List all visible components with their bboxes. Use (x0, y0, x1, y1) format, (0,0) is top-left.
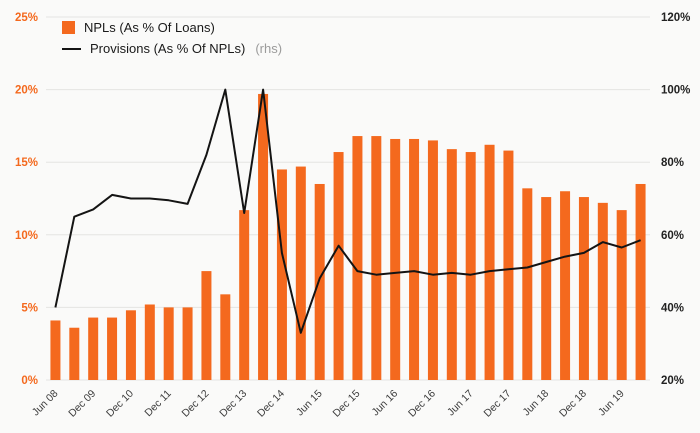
left-axis-tick: 20% (15, 85, 38, 97)
x-axis-tick: Dec 15 (331, 388, 363, 420)
x-axis-tick: Dec 11 (142, 388, 174, 420)
x-axis-tick: Dec 12 (180, 388, 212, 420)
npl-bar (352, 136, 363, 380)
bar-swatch-icon (62, 21, 75, 34)
npl-bar (522, 188, 533, 380)
right-axis-tick: 80% (661, 157, 684, 169)
legend-label-npls: NPLs (As % Of Loans) (84, 20, 215, 35)
right-axis-tick: 60% (661, 230, 684, 242)
npl-bar (201, 271, 212, 380)
npl-bar (560, 191, 571, 380)
right-axis-tick: 120% (661, 12, 690, 24)
npl-bar (503, 150, 514, 380)
npl-bar (50, 320, 61, 380)
npl-bar (371, 136, 382, 380)
npl-bar (541, 197, 552, 380)
npl-bar (276, 169, 287, 380)
npl-bar (239, 210, 250, 380)
npl-bar (616, 210, 627, 380)
npl-bar (163, 307, 174, 380)
right-axis-tick: 20% (661, 375, 684, 387)
npl-bar (314, 183, 325, 380)
left-axis-tick: 0% (21, 375, 38, 387)
npl-bar (484, 144, 495, 380)
x-axis-tick: Jun 16 (370, 388, 401, 419)
left-axis-tick: 25% (15, 12, 38, 24)
x-axis-tick: Jun 18 (521, 388, 552, 419)
npl-bar (409, 138, 420, 380)
npl-bar (295, 166, 306, 380)
right-axis-tick: 40% (661, 302, 684, 314)
x-axis-tick: Jun 19 (596, 388, 627, 419)
legend-item-npls: NPLs (As % Of Loans) (62, 21, 282, 34)
npl-bar (182, 307, 193, 380)
npl-bar (220, 294, 231, 380)
npl-bar (125, 310, 136, 380)
x-axis-tick: Dec 14 (255, 388, 287, 420)
x-axis-tick: Dec 17 (482, 388, 514, 420)
npl-bar (258, 93, 269, 381)
npl-bar (578, 197, 589, 380)
npl-bar (390, 138, 401, 380)
x-axis-tick: Dec 09 (66, 388, 98, 420)
x-axis-tick: Dec 10 (104, 388, 136, 420)
npl-bar (107, 317, 118, 380)
x-axis-tick: Jun 08 (30, 388, 61, 419)
npl-bar (333, 152, 344, 380)
npl-bar (635, 183, 646, 380)
npl-bar (597, 202, 608, 380)
npl-bar (88, 317, 99, 380)
left-axis-tick: 15% (15, 157, 38, 169)
x-axis-tick: Dec 13 (217, 388, 249, 420)
legend-label-provisions: Provisions (As % Of NPLs) (90, 41, 246, 56)
npl-bar (69, 327, 80, 380)
legend-note-rhs: (rhs) (255, 41, 283, 56)
legend-item-provisions: Provisions (As % Of NPLs) (rhs) (62, 42, 282, 55)
line-swatch-icon (62, 47, 81, 50)
x-axis-tick: Jun 17 (445, 388, 476, 419)
x-axis-tick: Dec 18 (557, 388, 589, 420)
npl-bar (144, 304, 155, 380)
left-axis-tick: 5% (21, 302, 38, 314)
npl-bar (427, 140, 438, 380)
x-axis-tick: Jun 15 (294, 388, 325, 419)
right-axis-tick: 100% (661, 85, 690, 97)
npl-bar (465, 152, 476, 380)
left-axis-tick: 10% (15, 230, 38, 242)
provisions-line (54, 88, 641, 334)
x-axis-tick: Dec 16 (406, 388, 438, 420)
chart-legend: NPLs (As % Of Loans) Provisions (As % Of… (62, 21, 282, 55)
npl-bar (446, 149, 457, 380)
